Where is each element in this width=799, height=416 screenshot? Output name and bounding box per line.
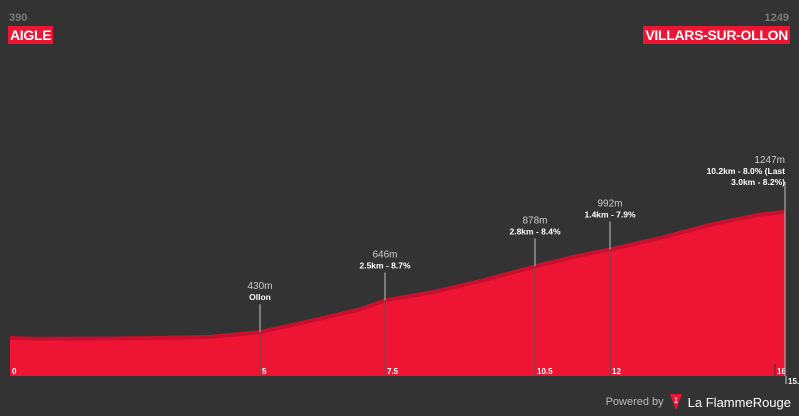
annotation-label: 1.4km - 7.9% [584, 210, 635, 220]
annotation-height: 1247m [754, 155, 785, 166]
annotation-label: 10.2km - 8.0% (Last [707, 166, 786, 176]
annotation-label: 2.8km - 8.4% [509, 226, 560, 236]
profile-edge [9, 210, 786, 341]
flamme-rouge-logo-icon: 1 [669, 394, 682, 410]
annotation-height: 430m [247, 281, 272, 292]
brand-name[interactable]: La FlammeRouge [687, 394, 791, 410]
svg-text:1: 1 [673, 396, 678, 405]
annotation-height: 878m [522, 215, 547, 226]
x-tick-label: 7.5 [387, 367, 399, 376]
annotation-height: 646m [372, 249, 397, 260]
start-location: AIGLE [8, 26, 54, 44]
powered-by-label: Powered by [605, 396, 664, 408]
end-label: 15.5 [788, 377, 799, 386]
x-tick-label: 10.5 [537, 367, 553, 376]
annotation-label: 2.5km - 8.7% [359, 260, 410, 270]
x-tick-label: 16 [777, 367, 786, 376]
x-tick-label: 5 [262, 367, 267, 376]
finish-location: VILLARS-SUR-OLLON [643, 26, 790, 44]
finish-elevation: 1249 [764, 12, 789, 24]
annotation-height: 992m [597, 199, 622, 210]
start-elevation: 390 [9, 12, 28, 24]
annotation-label: Ollon [249, 292, 271, 302]
x-tick-label: 0 [12, 367, 17, 376]
profile-area [10, 212, 785, 376]
annotation-label-2: 3.0km - 8.2%) [731, 177, 785, 187]
footer: Powered by 1 La FlammeRouge [606, 394, 791, 410]
x-tick-label: 12 [612, 367, 621, 376]
